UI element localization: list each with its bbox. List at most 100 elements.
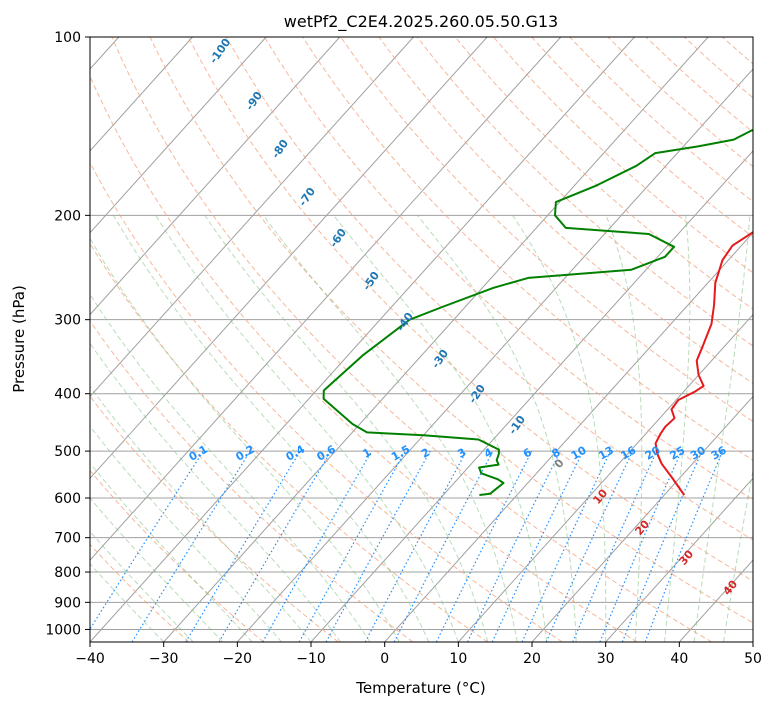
y-tick-label: 500	[54, 444, 81, 460]
moist-adiabat-label: 40	[720, 577, 740, 597]
mixing-ratio-line	[466, 450, 561, 642]
dry-adiabat-line	[90, 469, 264, 642]
mixing-ratio-line	[621, 450, 703, 642]
x-tick-label: 20	[523, 651, 541, 667]
isotherm-line	[90, 37, 267, 234]
plot-frame	[89, 36, 754, 643]
dry-adiabat-label: -70	[296, 185, 318, 209]
mixing-ratio-label: 25	[668, 444, 688, 463]
mixing-ratio-label: 10	[569, 444, 589, 463]
dry-adiabat-line	[225, 37, 753, 541]
x-tick-label: −10	[296, 651, 326, 667]
mixing-ratio-label: 36	[709, 444, 729, 463]
moist-adiabat-line	[90, 530, 194, 642]
mixing-ratio-line	[521, 450, 611, 642]
dry-adiabat-line	[149, 37, 753, 624]
x-tick-label: −20	[223, 651, 253, 667]
isotherm-line	[457, 313, 753, 642]
dry-adiabat-label: -60	[327, 226, 349, 250]
mixing-ratio-line	[491, 450, 584, 642]
mixing-ratio-label: 6	[521, 445, 534, 460]
mixing-ratio-line	[298, 450, 406, 642]
dry-adiabat-line	[264, 37, 753, 501]
y-tick-label: 300	[54, 313, 81, 329]
isotherm-line	[236, 68, 753, 642]
y-tick-label: 100	[54, 30, 81, 46]
dry-adiabat-label: -50	[360, 269, 382, 293]
isotherm-line	[678, 559, 753, 642]
dry-adiabat-line	[761, 37, 775, 642]
isotherm-line	[384, 231, 753, 642]
isotherm-line	[531, 395, 753, 642]
dry-adiabat-label: -20	[466, 382, 488, 406]
mixing-ratio-label: 0.4	[284, 443, 308, 464]
moist-adiabat-line	[90, 342, 341, 642]
dry-adiabat-line	[90, 395, 339, 642]
x-axis-label: Temperature (°C)	[355, 679, 485, 697]
mixing-ratio-line	[185, 450, 301, 642]
mixing-ratio-line	[364, 450, 467, 642]
mixing-ratio-label: 16	[618, 444, 638, 463]
moist-adiabat-label: 20	[632, 517, 652, 537]
dry-adiabat-line	[454, 37, 753, 310]
dry-adiabat-line	[90, 75, 638, 642]
dry-adiabat-label: -100	[207, 36, 234, 66]
dry-adiabat-line	[645, 37, 753, 133]
x-tick-label: 0	[380, 651, 389, 667]
moist-adiabat-line	[204, 215, 489, 642]
dry-adiabat-line	[416, 37, 753, 347]
dry-adiabat-line	[683, 37, 753, 99]
moist-adiabat-line	[693, 215, 751, 642]
y-tick-label: 200	[54, 208, 81, 224]
moist-adiabat-line	[333, 214, 548, 642]
moist-adiabat-line	[90, 562, 165, 642]
mixing-ratio-line	[435, 450, 533, 642]
dry-adiabat-line	[90, 161, 563, 642]
mixing-ratio-line	[572, 450, 658, 642]
isotherm-line	[752, 641, 753, 642]
isotherm-line	[90, 37, 562, 561]
dry-adiabat-label: -10	[506, 413, 528, 437]
chart-title: wetPf2_C2E4.2025.260.05.50.G13	[284, 12, 558, 32]
mixing-ratio-label: 2	[419, 446, 432, 461]
mixing-ratio-line	[325, 450, 431, 642]
mixing-ratio-label: 13	[596, 444, 616, 463]
moist-adiabat-label: 30	[676, 547, 696, 567]
dry-adiabat-label: -30	[429, 347, 451, 371]
mixing-ratio-line	[644, 450, 724, 642]
moist-adiabat-line	[512, 215, 607, 642]
moist-adiabat-line	[90, 293, 371, 642]
dry-adiabat-line	[340, 37, 753, 423]
mixing-ratio-label: 1.5	[389, 443, 412, 464]
moist-adiabat-line	[113, 215, 430, 642]
x-tick-label: 10	[449, 651, 467, 667]
dry-adiabat-line	[302, 37, 753, 461]
series-dewpoint-line	[322, 128, 753, 496]
moist-adiabat-line	[664, 215, 691, 642]
y-tick-label: 900	[54, 595, 81, 611]
moist-adiabat-label: 10	[590, 486, 610, 506]
y-tick-label: 800	[54, 565, 81, 581]
y-tick-label: 600	[54, 491, 81, 507]
y-tick-label: 400	[54, 387, 81, 403]
dry-adiabat-line	[187, 37, 753, 582]
dry-adiabat-line	[90, 242, 488, 642]
mixing-ratio-label: 0.6	[315, 443, 339, 464]
isotherm-line	[605, 477, 753, 642]
moist-adiabat-line	[90, 237, 400, 642]
moist-adiabat-line	[417, 214, 577, 642]
y-axis-label: Pressure (hPa)	[10, 285, 28, 393]
dry-adiabat-line	[378, 37, 753, 385]
moist-adiabat-line	[723, 468, 753, 642]
x-tick-label: −40	[75, 651, 105, 667]
mixing-ratio-line	[545, 450, 634, 642]
isotherm-line	[163, 37, 709, 642]
x-tick-label: −30	[149, 651, 179, 667]
dry-adiabat-line	[493, 37, 753, 274]
x-tick-label: 30	[597, 651, 615, 667]
mixing-ratio-line	[131, 450, 251, 642]
dry-adiabat-line	[607, 37, 753, 168]
moist-adiabat-line	[262, 215, 518, 642]
moist-adiabat-line	[90, 385, 312, 642]
